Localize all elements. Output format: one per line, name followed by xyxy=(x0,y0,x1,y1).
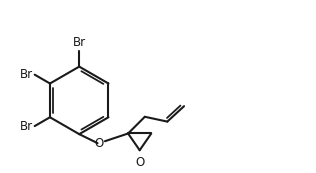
Text: Br: Br xyxy=(20,68,33,81)
Text: Br: Br xyxy=(20,120,33,133)
Text: O: O xyxy=(135,156,144,169)
Text: Br: Br xyxy=(73,36,86,49)
Text: O: O xyxy=(94,137,104,150)
